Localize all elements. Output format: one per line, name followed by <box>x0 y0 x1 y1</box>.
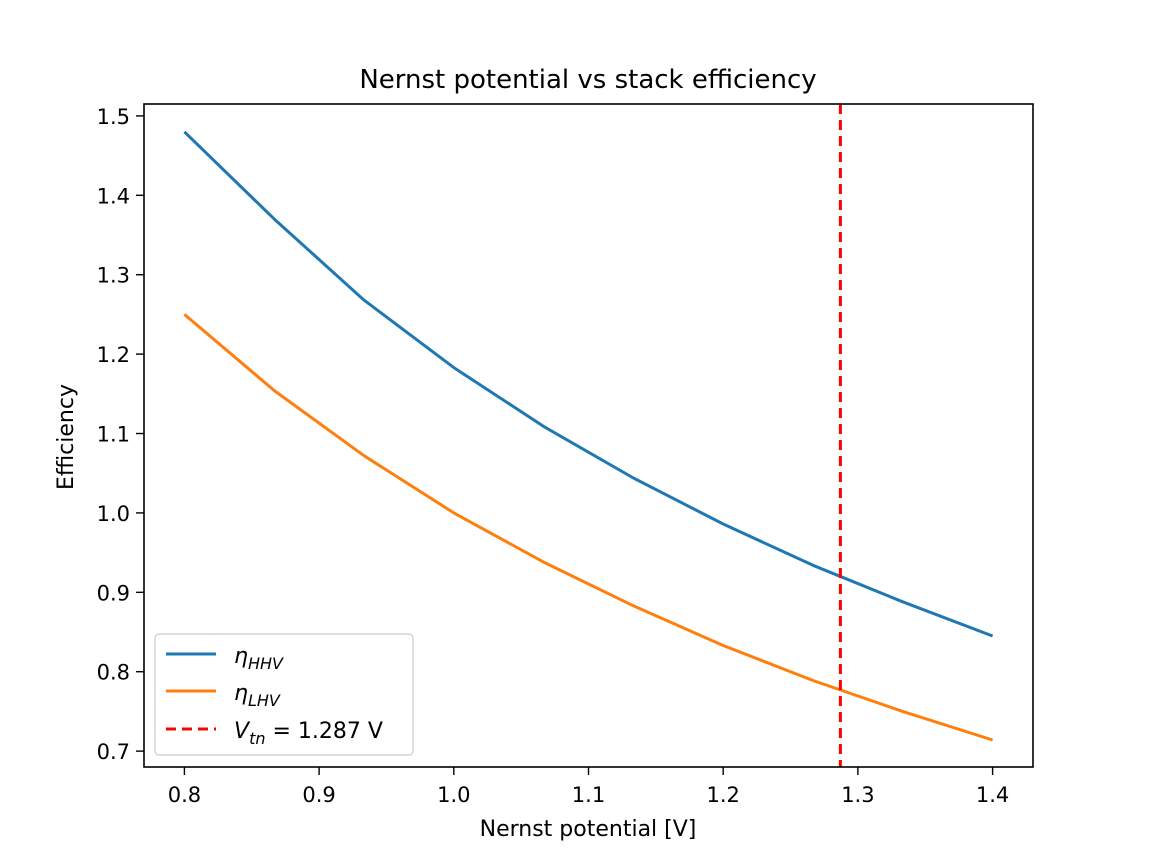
series-line-hhv <box>183 130 994 638</box>
y-tick-label: 1.5 <box>97 105 130 129</box>
legend-label-vtn-sub: tn <box>249 729 265 748</box>
y-tick-label: 1.1 <box>97 423 130 447</box>
legend-label-vtn-main: V <box>234 719 251 744</box>
legend-label-lhv-sub: LHV <box>248 691 281 710</box>
legend-label-lhv-main: η <box>234 681 248 706</box>
legend: ηHHV ηLHV Vtn = 1.287 V <box>154 633 414 756</box>
legend-label-lhv: ηLHV <box>234 681 281 710</box>
y-tick-label: 1.4 <box>97 184 130 208</box>
y-tick-label: 1.3 <box>97 264 130 288</box>
legend-label-hhv-main: η <box>234 644 248 669</box>
x-tick-label: 1.1 <box>572 783 605 807</box>
y-tick-label: 0.9 <box>97 581 130 605</box>
x-tick-label: 1.2 <box>706 783 739 807</box>
x-tick-label: 1.0 <box>437 783 470 807</box>
legend-label-hhv: ηHHV <box>234 644 284 673</box>
y-tick-label: 0.8 <box>97 661 130 685</box>
y-axis-ticks: 0.7 0.8 0.9 1.0 1.1 1.2 1.3 1.4 1.5 <box>97 105 144 764</box>
chart-title: Nernst potential vs stack efficiency <box>359 65 816 95</box>
x-tick-label: 1.3 <box>841 783 874 807</box>
y-tick-label: 0.7 <box>97 740 130 764</box>
y-tick-label: 1.2 <box>97 343 130 367</box>
legend-box <box>154 633 414 756</box>
legend-label-vtn-rest: = 1.287 V <box>265 719 382 744</box>
y-tick-label: 1.0 <box>97 502 130 526</box>
x-axis-label: Nernst potential [V] <box>480 817 697 842</box>
series-line-lhv <box>183 313 994 742</box>
x-tick-label: 0.9 <box>302 783 335 807</box>
plot-frame <box>143 103 1034 768</box>
x-tick-label: 1.4 <box>976 783 1009 807</box>
y-axis-label: Efficiency <box>54 384 79 490</box>
x-tick-label: 0.8 <box>168 783 201 807</box>
legend-label-hhv-sub: HHV <box>248 654 284 673</box>
legend-label-vtn: Vtn = 1.287 V <box>234 719 383 748</box>
x-axis-ticks: 0.8 0.9 1.0 1.1 1.2 1.3 1.4 <box>168 767 1009 807</box>
plot-lines <box>183 104 994 767</box>
